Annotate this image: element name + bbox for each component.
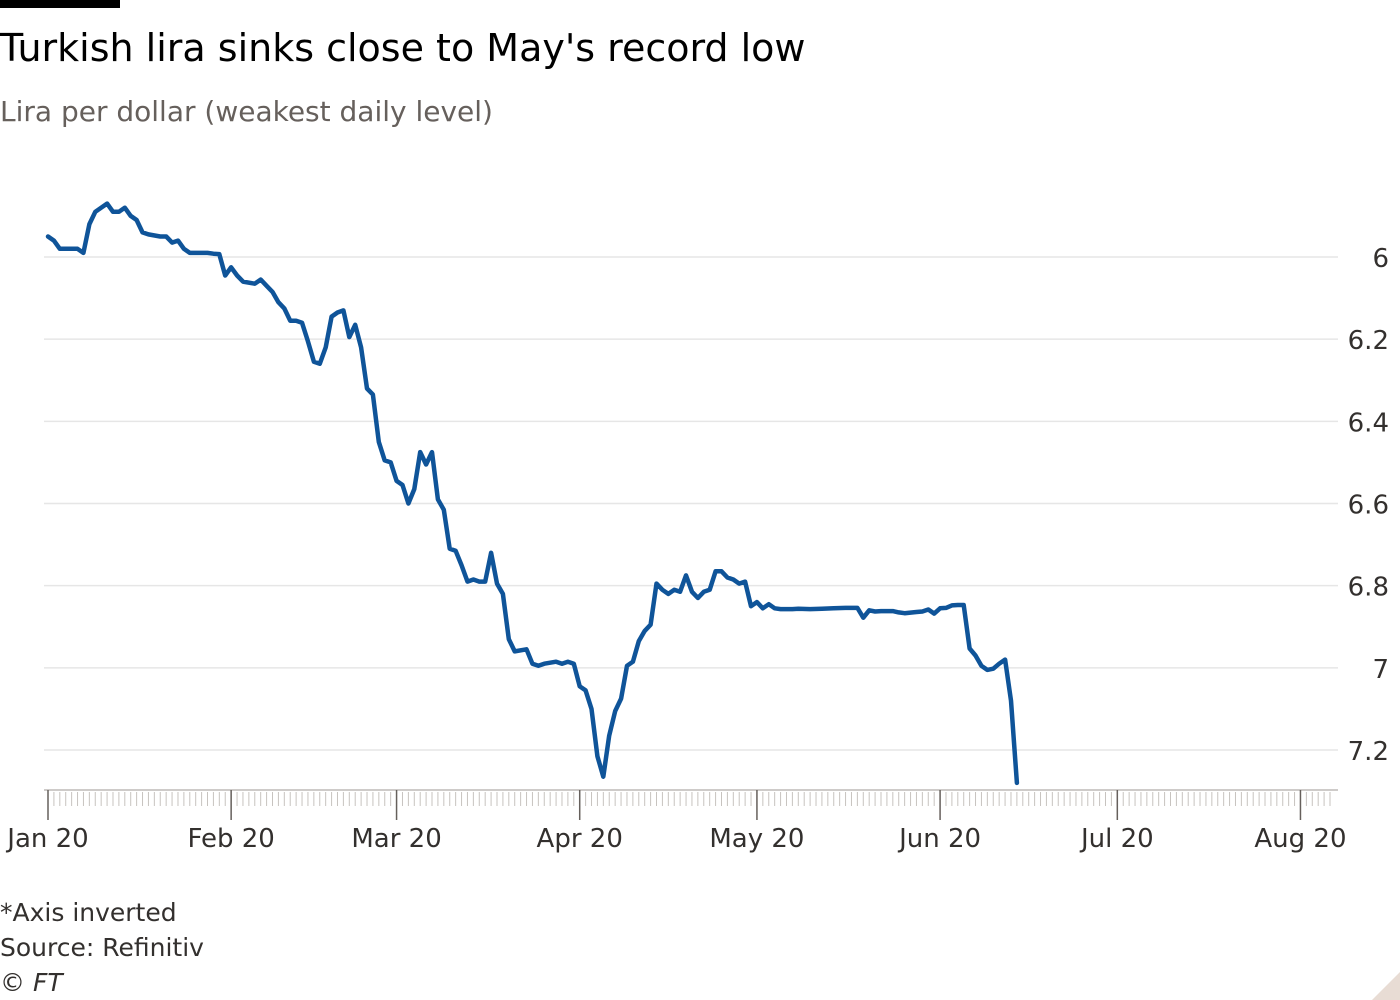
y-tick-label: 6.8: [1348, 573, 1389, 603]
source-text: Source: Refinitiv: [0, 933, 204, 962]
x-tick-label: Aug 20: [1254, 824, 1346, 854]
series-line: [45, 201, 1020, 786]
copyright-text: © FT: [0, 968, 63, 997]
chart-title: Turkish lira sinks close to May's record…: [0, 26, 806, 70]
x-axis: Jan 20 Feb 20 Mar 20 Apr 20 May 20 Jun 20 Jul …: [5, 789, 1347, 854]
y-tick-label: 6: [1372, 244, 1389, 274]
brand-bar: [0, 0, 120, 8]
y-tick-label: 7: [1372, 655, 1389, 685]
axis-note: *Axis inverted: [0, 898, 177, 927]
x-tick-label: Jul 20: [1079, 824, 1154, 854]
y-tick-label: 6.6: [1348, 491, 1389, 521]
corner-mark: [1372, 972, 1400, 1000]
y-tick-label: 6.2: [1348, 326, 1389, 356]
line-chart: 6 6.2 6.4 6.6 6.8 7 7.2 Jan 20 Feb 20 Mar 20 Apr …: [5, 201, 1389, 854]
x-tick-label: Feb 20: [187, 824, 274, 854]
y-tick-label: 7.2: [1348, 737, 1389, 767]
y-tick-label: 6.4: [1348, 408, 1389, 438]
y-axis-labels: 6 6.2 6.4 6.6 6.8 7 7.2: [1348, 244, 1389, 767]
x-tick-label: Mar 20: [351, 824, 441, 854]
x-tick-label: Jan 20: [5, 824, 88, 854]
chart-subtitle: Lira per dollar (weakest daily level): [0, 95, 493, 128]
x-tick-label: Jun 20: [897, 824, 981, 854]
grid-lines: [44, 256, 1338, 751]
x-tick-label: May 20: [709, 824, 804, 854]
x-tick-label: Apr 20: [537, 824, 623, 854]
series-layer: [45, 201, 1020, 786]
